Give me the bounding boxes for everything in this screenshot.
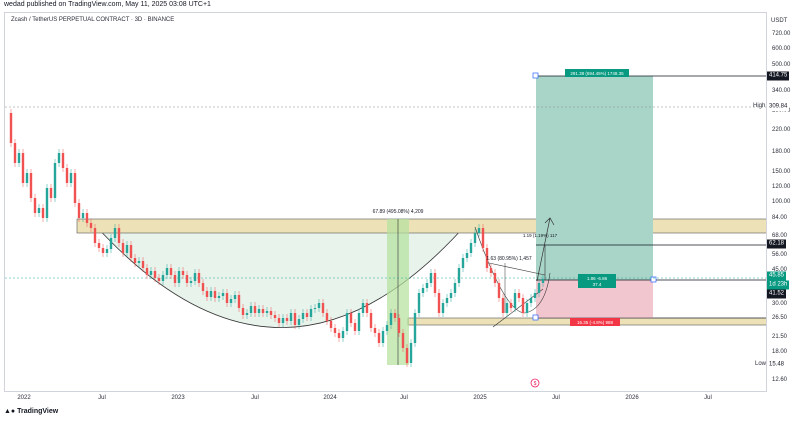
stop-box-label: 16.35 (-4.8%) 988 [577,320,614,325]
price-tick: 56.00 [772,252,788,258]
price-tick: 220.00 [772,127,791,133]
time-tick: Jul [704,395,712,401]
entry-price-tag: 41.52 [767,289,787,299]
chart-canvas[interactable]: 67.89 (495.08%) 4,209 1.63 (80.95%) 1,45… [5,13,767,392]
price-tick: 45.00 [772,267,788,273]
tv-logo-icon: ▲● [4,408,18,415]
time-tick: 2026 [625,395,639,401]
price-tick: 180.00 [772,149,791,155]
price-tick: 720.00 [772,31,791,37]
range-measure-label: 67.89 (495.08%) 4,209 [373,209,424,215]
price-candles [9,109,545,367]
profit-zone [536,76,653,280]
target-box-label: 291.38 (694.45%) 1748.35 [570,71,624,76]
level-62-price-tag: 62.18 [767,239,787,249]
low-label: Low [755,361,767,367]
price-tick: 18.00 [772,349,788,355]
time-tick: 2024 [323,395,337,401]
rr-box-label: 1.86 -6.86 [587,276,608,281]
projection-arrow [536,217,555,282]
price-tick: 500.00 [772,62,791,68]
rr-ratio-label: 37.4 [593,282,602,287]
event-marker-icon[interactable] [530,378,540,388]
rr-box-bg [578,274,616,288]
time-tick: Jul [98,395,106,401]
target-box-bg [565,69,629,77]
stop-handle [532,314,539,321]
price-tick: 26.50 [772,315,788,321]
price-tick: 340.00 [772,88,791,94]
price-tick: 120.00 [772,184,791,190]
wedge-upper [488,262,546,276]
countdown-tag: 1d 23h [767,280,790,290]
price-tick: 21.50 [772,334,788,340]
price-tick: 100.00 [772,199,791,205]
resistance-zone [76,218,766,234]
price-tick: 68.00 [772,233,788,239]
entry-handle [650,276,657,283]
tradingview-logo[interactable]: ▲● TradingView [4,408,58,415]
price-axis[interactable]: USDT 720.00600.00500.00340.00280.00220.0… [753,12,800,392]
symbol-title[interactable]: Zcash / TetherUS PERPETUAL CONTRACT · 3D… [11,17,175,23]
time-tick: Jul [400,395,408,401]
price-tick: 84.00 [772,215,788,221]
cup-pattern-fill [95,219,471,328]
time-tick: 2022 [17,395,31,401]
time-tick: Jul [552,395,560,401]
price-tick: 600.00 [772,46,791,52]
upper-measure-label: 1.19 (1.19%) 117 [523,233,558,238]
footer-brand: TradingView [17,408,59,415]
current-price-tag: 45.85 [767,271,787,281]
published-text: wedad published on TradingView.com, May … [4,1,211,8]
event-marker-glyph: $ [534,381,537,387]
target-handle [532,72,539,79]
time-tick: Jul [251,395,259,401]
price-tick: 150.00 [772,169,791,175]
price-tick: 12.60 [772,377,788,383]
price-axis-unit: USDT [771,18,788,24]
stop-box-bg [570,318,620,326]
high-label: High [753,103,766,109]
time-tick: 2023 [171,395,185,401]
chart-area[interactable]: 67.89 (495.08%) 4,209 1.63 (80.95%) 1,45… [4,12,767,392]
time-axis[interactable]: 2022 Jul 2023 Jul 2024 Jul 2025 Jul 2026 Jul [4,392,767,406]
price-tick: 30.00 [772,301,788,307]
low-price-tag: 15.48 [767,360,787,370]
publish-bar: wedad published on TradingView.com, May … [0,0,800,12]
swing-measure-label: 1.63 (80.95%) 1,457 [486,256,532,262]
high-price-tag: 309.84 [767,102,790,112]
target-price-tag: 414.75 [767,71,790,81]
time-tick: 2025 [473,395,487,401]
